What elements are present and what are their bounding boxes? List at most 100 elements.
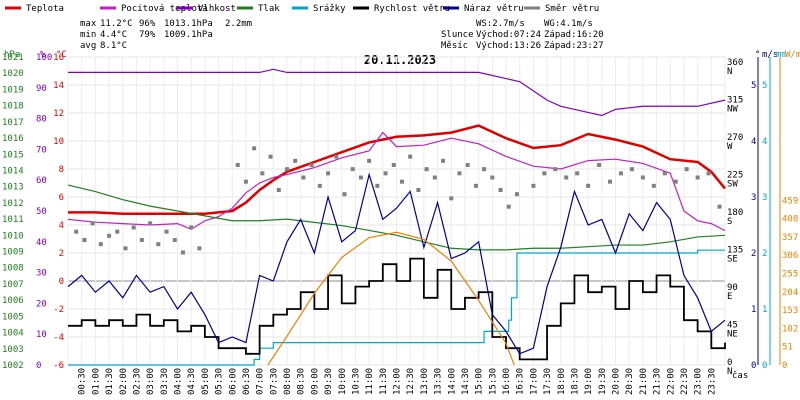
moon-label: Měsíc (441, 41, 468, 51)
x-tick-label: 04:30 (187, 368, 197, 395)
legend-label: Náraz větru (464, 4, 524, 14)
mm-tick: 0 (762, 361, 767, 371)
series-line-wind (68, 257, 726, 361)
dir-tick-deg: 135 (727, 246, 743, 256)
chart-title: 20.11.2023 (364, 53, 436, 67)
humidity-tick: 70 (36, 145, 47, 155)
mm-tick: 5 (762, 81, 767, 91)
series-line-press (67, 184, 726, 251)
temp-tick: -4 (53, 333, 64, 343)
x-tick-label: 20:00 (612, 368, 622, 395)
x-tick-label: 01:00 (91, 368, 101, 395)
legend-label: Srážky (313, 4, 346, 14)
wind-direction-point (358, 175, 363, 180)
humidity-tick: 80 (36, 115, 47, 125)
temp-tick: 16 (53, 53, 64, 63)
x-tick-label: 03:30 (160, 368, 170, 395)
x-tick-label: 05:30 (215, 368, 225, 395)
series-line-feels (67, 131, 726, 232)
dir-unit: ° (755, 50, 760, 60)
ms-tick: 1 (751, 305, 756, 315)
wind-direction-point (408, 154, 413, 159)
wind-direction-point (131, 225, 136, 230)
pressure-tick: 1007 (2, 280, 24, 290)
wind-direction-point (98, 242, 103, 247)
pressure-tick: 1018 (2, 102, 24, 112)
legend-label: Rychlost větru (374, 4, 450, 14)
x-tick-label: 02:00 (119, 368, 129, 395)
pressure-tick: 1016 (2, 134, 24, 144)
dir-tick-deg: 360 (727, 58, 743, 68)
x-tick-label: 15:30 (488, 368, 498, 395)
x-tick-label: 09:30 (324, 368, 334, 395)
dir-tick-label: S (727, 217, 732, 227)
humidity-tick: 10 (36, 330, 47, 340)
x-tick-label: 17:00 (529, 368, 539, 395)
pressure-tick: 1017 (2, 118, 24, 128)
wind-direction-point (82, 238, 87, 242)
wind-direction-point (684, 167, 689, 172)
wind-direction-point (424, 167, 429, 172)
wind-direction-point (629, 167, 634, 172)
wind-direction-point (441, 158, 446, 163)
wind-direction-point (586, 183, 591, 188)
time-unit: čas (732, 370, 748, 381)
wind-direction-point (268, 154, 273, 159)
ms-tick: 0 (751, 361, 756, 371)
pressure-tick: 1012 (2, 199, 24, 209)
wind-direction-point (317, 183, 322, 188)
pressure-tick: 1021 (2, 53, 24, 63)
wind-direction-point (531, 183, 536, 188)
moonset-info: Západ:23:27 (544, 41, 604, 51)
wind-direction-point (432, 175, 437, 180)
wind-direction-point (309, 163, 314, 167)
x-tick-label: 19:30 (598, 368, 608, 395)
x-tick-label: 03:00 (146, 368, 156, 395)
wind-direction-point (301, 175, 306, 180)
temp-tick: 2 (59, 249, 64, 259)
stat-value: 1013.1hPa (164, 19, 213, 29)
wind-direction-point (662, 171, 667, 176)
solar-tick: 0 (782, 361, 787, 371)
x-tick-label: 23:30 (707, 368, 717, 395)
ms-tick: 2 (751, 249, 756, 259)
dir-tick-deg: 270 (727, 133, 743, 143)
dir-tick-label: N (727, 367, 732, 377)
wind-direction-point (608, 179, 613, 184)
wind-direction-point (717, 204, 722, 209)
sun-label: Slunce (441, 30, 474, 40)
wind-direction-point (252, 146, 257, 151)
wind-direction-point (399, 179, 404, 184)
wind-direction-point (695, 175, 700, 180)
x-tick-label: 02:30 (132, 368, 142, 395)
x-tick-label: 09:00 (310, 368, 320, 395)
x-tick-label: 07:30 (269, 368, 279, 395)
mm-unit: mm (776, 50, 787, 60)
x-tick-label: 21:00 (639, 368, 649, 395)
solar-tick: 153 (782, 306, 798, 316)
x-tick-label: 14:30 (461, 368, 471, 395)
wind-direction-point (172, 238, 177, 242)
wind-direction-point (383, 171, 388, 176)
wind-direction-point (243, 179, 248, 184)
pressure-tick: 1013 (2, 183, 24, 193)
legend-label: Směr větru (545, 4, 599, 14)
wind-direction-point (115, 229, 120, 234)
humidity-tick: 60 (36, 176, 47, 186)
wind-direction-point (640, 175, 645, 180)
x-tick-label: 22:00 (666, 368, 676, 395)
dir-tick-label: NW (727, 105, 738, 115)
x-tick-label: 19:00 (584, 368, 594, 395)
pressure-tick: 1020 (2, 69, 24, 79)
wind-direction-point (391, 163, 396, 167)
x-tick-label: 13:30 (434, 368, 444, 395)
wind-direction-point (123, 246, 128, 251)
humidity-tick: 0 (36, 361, 41, 371)
temp-unit: °C (56, 50, 67, 60)
stat-value: 1009.1hPa (164, 30, 213, 40)
wind-direction-point (564, 175, 569, 180)
wind-direction-point (575, 171, 580, 176)
moonrise-info: Východ:13:26 (476, 41, 541, 51)
series-line-gust (67, 172, 726, 355)
